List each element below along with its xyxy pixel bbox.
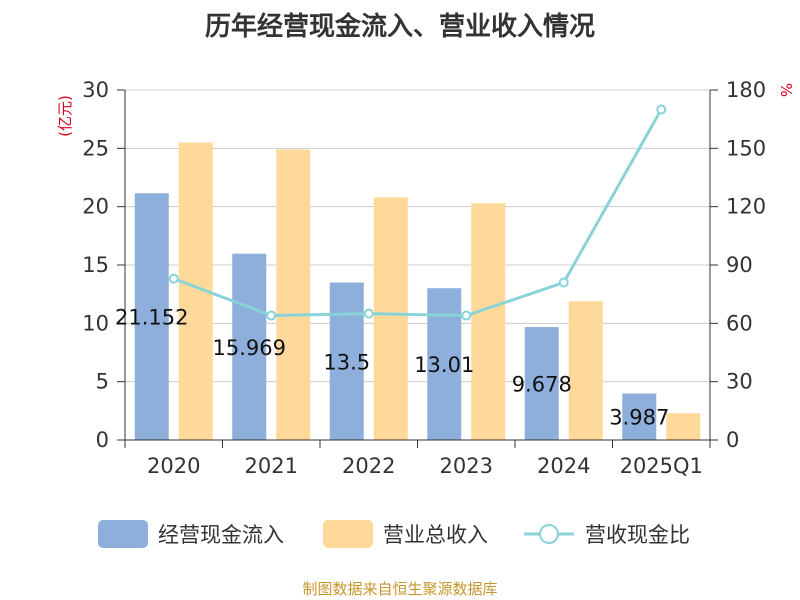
x-tick-label: 2025Q1 — [620, 454, 703, 478]
legend-swatch-cash-inflow — [98, 520, 148, 548]
y-right-tick-label: 0 — [726, 428, 739, 452]
y-left-tick-label: 20 — [82, 195, 109, 219]
x-tick-label: 2020 — [147, 454, 200, 478]
bar-data-label: 21.152 — [115, 306, 188, 330]
y-right-tick-label: 150 — [726, 136, 766, 160]
line-cash-ratio — [173, 108, 663, 318]
legend-label: 营收现金比 — [585, 523, 690, 547]
legend-label: 经营现金流入 — [158, 523, 284, 547]
bar-cash-inflow — [329, 282, 364, 440]
bar-data-label: 13.5 — [323, 350, 370, 374]
y-left-tick-label: 5 — [96, 370, 109, 394]
line-point — [558, 277, 569, 288]
y-right-tick-label: 30 — [726, 370, 753, 394]
y-left-tick-label: 10 — [82, 311, 109, 335]
bar-revenue — [471, 203, 506, 440]
bar-data-label: 15.969 — [213, 336, 286, 360]
x-tick-label: 2023 — [440, 454, 493, 478]
y-right-tick-label: 180 — [726, 78, 766, 102]
bar-revenue — [276, 149, 311, 440]
y-right-tick-label: 60 — [726, 311, 753, 335]
y-right-unit: % — [777, 83, 795, 97]
bar-data-label: 13.01 — [414, 353, 474, 377]
y-left-tick-label: 0 — [96, 428, 109, 452]
line-point — [363, 308, 374, 319]
x-tick-label: 2022 — [342, 454, 395, 478]
bar-cash-inflow — [232, 253, 267, 440]
bar-cash-inflow — [134, 193, 169, 440]
y-left-tick-label: 25 — [82, 136, 109, 160]
bar-revenue — [568, 301, 603, 440]
line-point — [656, 104, 667, 115]
x-tick-label: 2024 — [537, 454, 590, 478]
legend-swatch-marker — [539, 524, 559, 544]
line-point — [168, 273, 179, 284]
bar-revenue — [373, 197, 408, 440]
bar-cash-inflow — [622, 393, 657, 440]
y-left-unit: (亿元) — [56, 95, 74, 137]
bar-cash-inflow — [524, 327, 559, 440]
y-right-tick-label: 120 — [726, 195, 766, 219]
line-point — [461, 310, 472, 321]
y-left-tick-label: 15 — [82, 253, 109, 277]
y-right-tick-label: 90 — [726, 253, 753, 277]
line-point — [266, 310, 277, 321]
legend-swatch-revenue — [323, 520, 373, 548]
source-note: 制图数据来自恒生聚源数据库 — [302, 580, 498, 598]
x-tick-label: 2021 — [245, 454, 298, 478]
bar-data-label: 9.678 — [512, 373, 572, 397]
bar-revenue — [666, 413, 701, 440]
y-left-tick-label: 30 — [82, 78, 109, 102]
bar-data-label: 3.987 — [609, 406, 669, 430]
chart-title: 历年经营现金流入、营业收入情况 — [204, 12, 595, 42]
legend-label: 营业总收入 — [383, 523, 488, 547]
